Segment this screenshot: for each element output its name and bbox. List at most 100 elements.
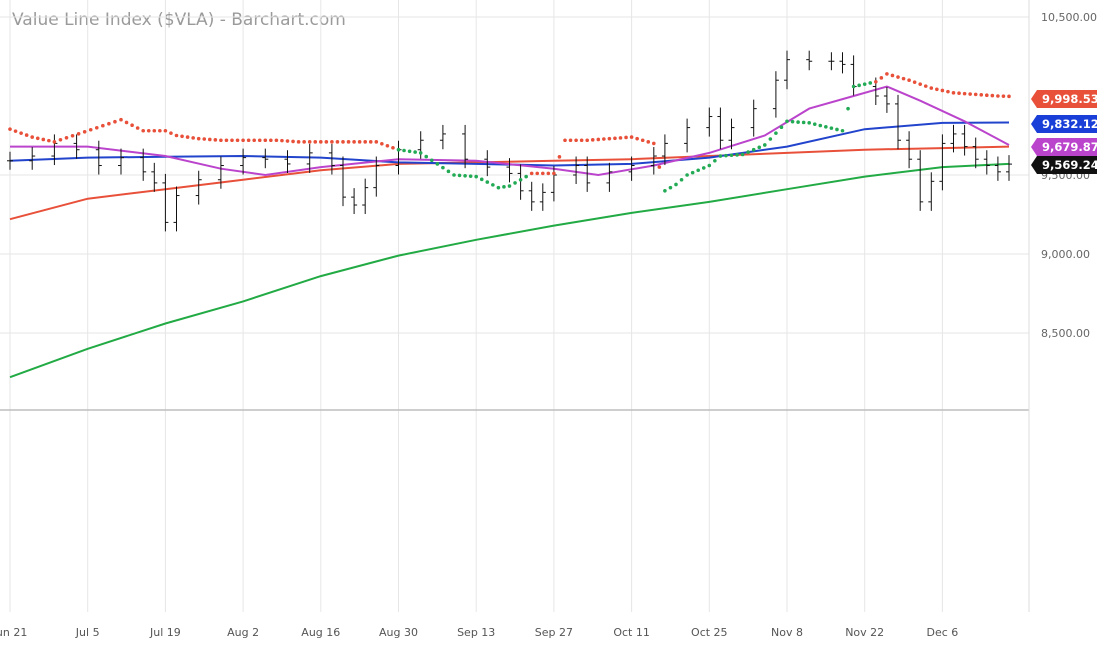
psar-dot [862,82,867,86]
last-value-badge: 9,832.12 [1031,115,1099,133]
psar-dot [113,119,117,124]
psar-dot [435,162,440,166]
psar-dot [479,177,484,182]
price-bar [684,118,691,153]
price-bar [506,158,513,183]
x-tick-label: Aug 2 [227,626,259,639]
psar-dot [535,171,540,176]
psar-dot [935,87,939,92]
x-tick-label: Jun 21 [0,626,27,639]
psar-dot [191,136,195,140]
psar-dot [441,165,445,170]
price-bar [173,186,180,232]
psar-dot [951,91,956,95]
psar-dot [485,180,490,184]
psar-dot [76,131,81,136]
psar-dot [208,137,212,142]
psar-dot [585,138,589,143]
psar-dot [263,138,268,143]
badge-label: 9,832.12 [1042,117,1099,131]
psar-dot [713,158,717,163]
ma-line [9,162,1010,379]
psar-dot [319,140,323,144]
psar-dot [124,120,129,125]
psar-dot [885,72,889,76]
price-bar [883,87,890,113]
price-bar [806,50,813,71]
psar-dot [779,125,784,130]
psar-dot [380,141,384,146]
price-bar [151,162,158,192]
price-bar [517,164,524,200]
psar-dot [724,153,728,158]
price-bar [717,107,724,150]
psar-dot [307,140,312,144]
psar-dot [101,123,105,128]
psar-dot [363,140,368,144]
psar-dot [507,184,512,188]
psar-dot [169,131,173,135]
psar-dot [541,171,545,176]
x-tick-label: Sep 13 [457,626,495,639]
x-tick-label: Oct 11 [613,626,650,639]
psar-dot [840,128,845,133]
psar-dot [596,137,601,142]
psar-dot [985,93,989,98]
psar-dot [557,155,562,159]
psar-dot [158,128,162,133]
psar-dot [563,138,567,143]
price-bar [29,147,36,170]
psar-dot [47,138,51,143]
psar-dot [8,127,12,131]
price-bar [484,150,491,177]
price-bars [7,50,1012,232]
psar-dot [41,137,46,142]
psar-dot [607,136,612,141]
psar-dot [707,163,712,168]
price-bar [828,52,835,71]
psar-dot [829,126,834,130]
psar-dot [929,86,934,90]
price-bar [140,148,147,181]
psar-dot [868,81,873,85]
psar-dot [751,147,756,152]
psar-dot [430,158,434,163]
price-bar [706,107,713,137]
last-value-badge: 9,998.53 [1031,90,1099,108]
psar-dot [657,165,662,169]
psar-dot [1007,94,1011,99]
psar-dot [746,150,750,154]
price-bar [628,156,635,181]
psar-dot [901,76,906,81]
psar-dot [590,138,595,142]
psar-dot [185,135,190,139]
psar-dot [391,145,395,150]
psar-dot [446,169,451,174]
psar-dot [729,153,734,158]
price-bar [584,156,591,192]
price-bar [906,131,913,169]
badge-shape [1031,90,1097,108]
psar-dot [629,135,634,139]
psar-dot [135,126,140,130]
price-bar [395,140,402,175]
psar-dot [907,78,911,82]
psar-dot [1001,94,1006,98]
psar-dot [574,138,578,143]
psar-dot [757,145,762,150]
price-bar [306,143,313,173]
badge-shape [1031,138,1097,156]
price-bar [550,166,557,202]
psar-dot [402,148,406,153]
grid [0,0,1030,612]
price-bar [895,94,901,150]
psar-dot [835,127,839,132]
psar-dot [618,136,623,140]
psar-dot [313,140,318,144]
psar-dot [518,177,523,182]
psar-dot [785,119,789,124]
psar-dot [285,139,290,143]
psar-dot [385,143,390,148]
psar-dot [119,117,123,122]
